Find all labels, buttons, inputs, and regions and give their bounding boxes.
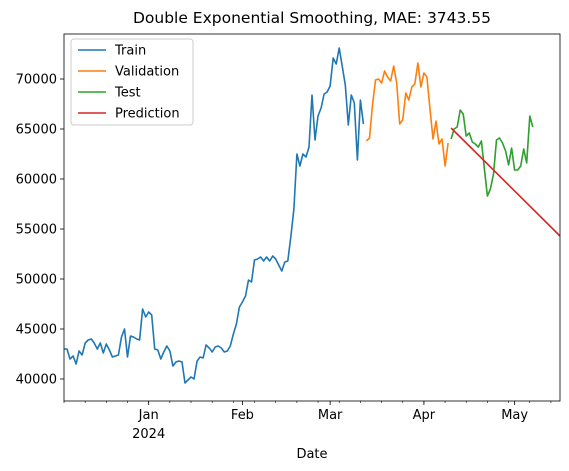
x-tick-label: Feb xyxy=(231,408,254,423)
legend-box xyxy=(70,38,194,126)
series-line-test xyxy=(450,109,534,197)
y-tick-label: 55000 xyxy=(16,223,57,238)
legend-label: Prediction xyxy=(115,107,180,122)
series-layer xyxy=(64,47,561,384)
y-tick-label: 40000 xyxy=(16,373,57,388)
y-tick-label: 45000 xyxy=(16,323,57,338)
series-line-train xyxy=(64,47,365,384)
series-line-prediction xyxy=(450,127,561,237)
y-tick-label: 60000 xyxy=(16,173,57,188)
series-line-validation xyxy=(365,62,449,167)
legend-label: Validation xyxy=(115,65,179,80)
legend: Train Validation Test Prediction xyxy=(70,38,194,126)
x-tick-label: Jan xyxy=(138,408,159,423)
legend-label: Test xyxy=(114,86,141,101)
x-axis-label: Date xyxy=(296,447,327,462)
x-tick-sublabel: 2024 xyxy=(132,427,165,442)
y-tick-label: 50000 xyxy=(16,273,57,288)
y-axis: 40000 45000 50000 55000 60000 65000 70000 xyxy=(16,73,64,388)
x-tick-label: May xyxy=(501,408,528,423)
x-axis: Jan 2024 Feb Mar Apr May xyxy=(63,401,552,442)
y-tick-label: 70000 xyxy=(16,73,57,88)
y-tick-label: 65000 xyxy=(16,123,57,138)
x-tick-label: Mar xyxy=(318,408,343,423)
legend-label: Train xyxy=(114,44,146,59)
plot-frame xyxy=(63,33,561,402)
chart-title: Double Exponential Smoothing, MAE: 3743.… xyxy=(133,9,491,27)
x-tick-label: Apr xyxy=(413,408,436,423)
